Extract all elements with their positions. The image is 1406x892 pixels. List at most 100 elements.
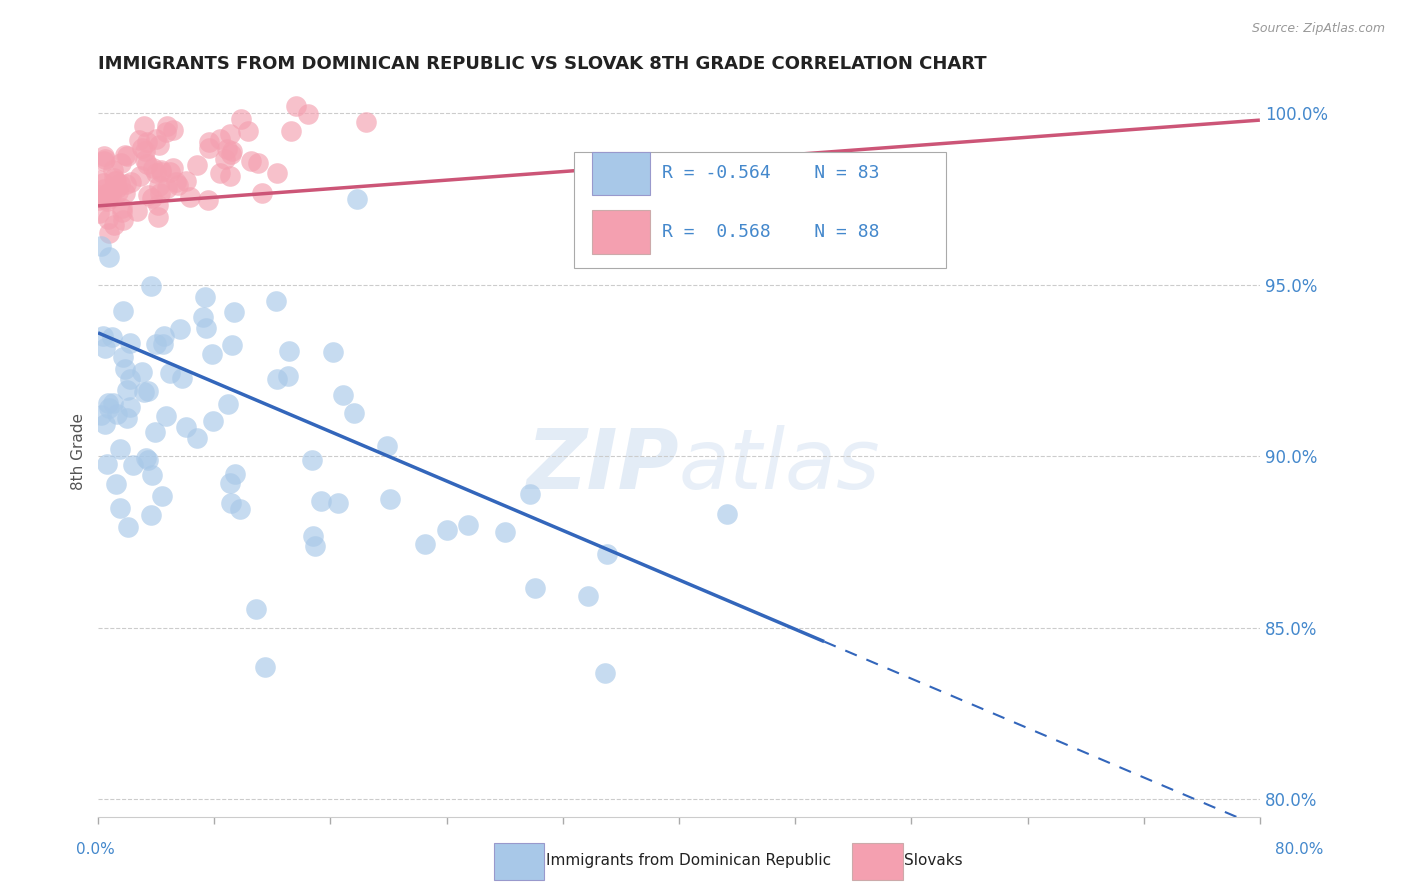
Point (111, 350, 134, 364)
Point (219, 169, 242, 183)
Point (91, 329, 114, 343)
Point (148, 179, 170, 194)
Text: R =  0.568    N = 88: R = 0.568 N = 88 (662, 223, 879, 241)
Point (134, 119, 156, 133)
Point (115, 149, 138, 163)
Point (131, 141, 153, 155)
Point (108, 501, 131, 516)
Point (219, 127, 242, 141)
Point (89, 193, 111, 207)
Point (135, 135, 157, 149)
Point (98, 185, 121, 199)
Text: Slovaks: Slovaks (904, 854, 963, 868)
Point (100, 187, 122, 202)
Point (136, 188, 159, 202)
Point (105, 181, 128, 195)
Point (436, 524, 458, 538)
Point (142, 161, 165, 175)
Point (117, 520, 139, 534)
Point (104, 476, 127, 491)
Point (217, 142, 239, 156)
Point (127, 203, 149, 218)
Point (89, 173, 111, 187)
Point (311, 494, 333, 508)
Point (111, 212, 134, 227)
Point (96, 457, 118, 471)
Point (191, 310, 214, 325)
Point (152, 336, 174, 351)
Point (108, 177, 131, 191)
Point (197, 141, 219, 155)
Point (97, 395, 120, 409)
Point (117, 383, 139, 397)
Point (111, 304, 134, 318)
Point (245, 602, 267, 616)
Point (107, 185, 129, 199)
Point (219, 147, 242, 161)
Point (494, 524, 516, 539)
Point (111, 201, 134, 215)
Text: Immigrants from Dominican Republic: Immigrants from Dominican Republic (546, 854, 831, 868)
Point (413, 537, 436, 551)
Point (166, 175, 188, 189)
Point (219, 475, 242, 490)
Point (150, 490, 173, 504)
Point (222, 305, 245, 319)
Point (201, 346, 224, 360)
Point (301, 453, 323, 467)
FancyBboxPatch shape (592, 152, 650, 195)
Point (297, 107, 319, 121)
Point (280, 124, 302, 138)
Point (145, 166, 167, 180)
Point (197, 194, 219, 208)
Point (176, 420, 198, 434)
Point (266, 166, 288, 180)
Point (229, 501, 252, 516)
Point (89, 206, 111, 220)
Point (156, 119, 179, 133)
Point (143, 425, 166, 439)
Point (162, 161, 184, 176)
Point (94, 342, 117, 356)
Point (195, 321, 218, 335)
Point (136, 384, 159, 399)
Point (519, 486, 541, 500)
Point (103, 181, 125, 195)
Point (93, 182, 115, 196)
Point (150, 165, 173, 179)
Point (302, 529, 325, 543)
Point (91, 176, 114, 190)
Point (97, 192, 120, 206)
Point (179, 190, 201, 204)
Text: atlas: atlas (679, 425, 880, 507)
Point (231, 112, 253, 126)
Point (716, 507, 738, 521)
Point (114, 361, 136, 376)
Point (304, 539, 326, 553)
Y-axis label: 8th Grade: 8th Grade (72, 413, 86, 490)
Point (169, 322, 191, 336)
Point (278, 344, 301, 359)
Point (378, 492, 401, 507)
Point (174, 174, 197, 188)
Point (96, 194, 118, 209)
Point (194, 290, 217, 304)
Point (153, 329, 176, 343)
Point (159, 366, 181, 380)
Point (101, 162, 124, 177)
Point (145, 132, 167, 146)
Point (134, 153, 156, 167)
Point (97, 211, 120, 226)
Point (208, 166, 231, 180)
Point (131, 365, 153, 379)
Point (250, 186, 273, 200)
Point (326, 496, 349, 510)
Point (186, 158, 208, 172)
Point (166, 178, 188, 192)
Point (162, 123, 184, 137)
Point (121, 458, 143, 472)
Point (98, 251, 121, 265)
Point (198, 135, 221, 149)
Point (172, 370, 194, 384)
Point (104, 174, 127, 188)
